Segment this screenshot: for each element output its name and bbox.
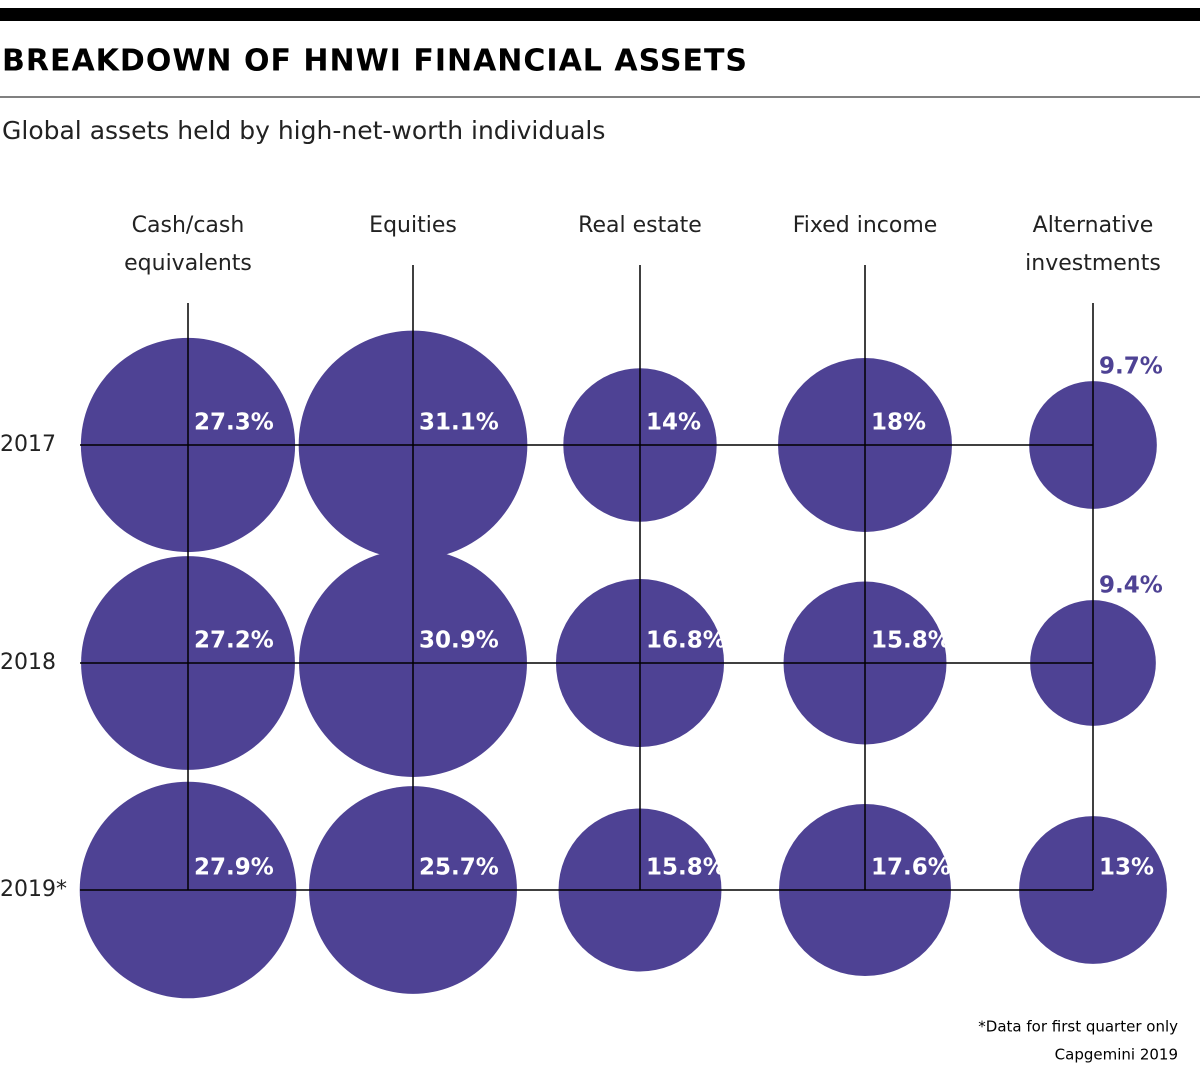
value-label: 18% [871, 410, 926, 436]
value-label: 17.6% [871, 855, 951, 881]
value-label: 15.8% [646, 855, 726, 881]
row-label: 2017 [0, 432, 56, 457]
value-label: 15.8% [871, 628, 951, 654]
category-label: Equities [369, 213, 457, 238]
value-label: 9.7% [1099, 354, 1163, 380]
category-label: Alternative investments [1025, 213, 1161, 276]
chart-title: BREAKDOWN OF HNWI FINANCIAL ASSETS [2, 44, 748, 79]
row-label: 2019* [0, 877, 67, 902]
category-label: Fixed income [792, 213, 938, 238]
value-label: 16.8% [646, 628, 726, 654]
value-label: 13% [1099, 855, 1154, 881]
value-label: 25.7% [419, 855, 499, 881]
category-label: Cash/cash equivalents [124, 213, 252, 276]
row-label: 2018 [0, 650, 56, 675]
top-bar [0, 8, 1200, 21]
source: Capgemini 2019 [1055, 1046, 1178, 1064]
value-label: 9.4% [1099, 573, 1163, 599]
value-label: 27.3% [194, 410, 274, 436]
value-label: 14% [646, 410, 701, 436]
value-label: 31.1% [419, 410, 499, 436]
value-label: 27.9% [194, 855, 274, 881]
labels: 2017 27.3% 31.1% 14% 18% 9.7% 2018 27.2% 30.9% 16… [0, 354, 1163, 902]
category-label: Real estate [578, 213, 702, 238]
value-label: 27.2% [194, 628, 274, 654]
chart-subtitle: Global assets held by high-net-worth ind… [2, 116, 605, 145]
grid [80, 265, 1094, 891]
value-label: 30.9% [419, 628, 499, 654]
footnote: *Data for first quarter only [978, 1018, 1178, 1036]
